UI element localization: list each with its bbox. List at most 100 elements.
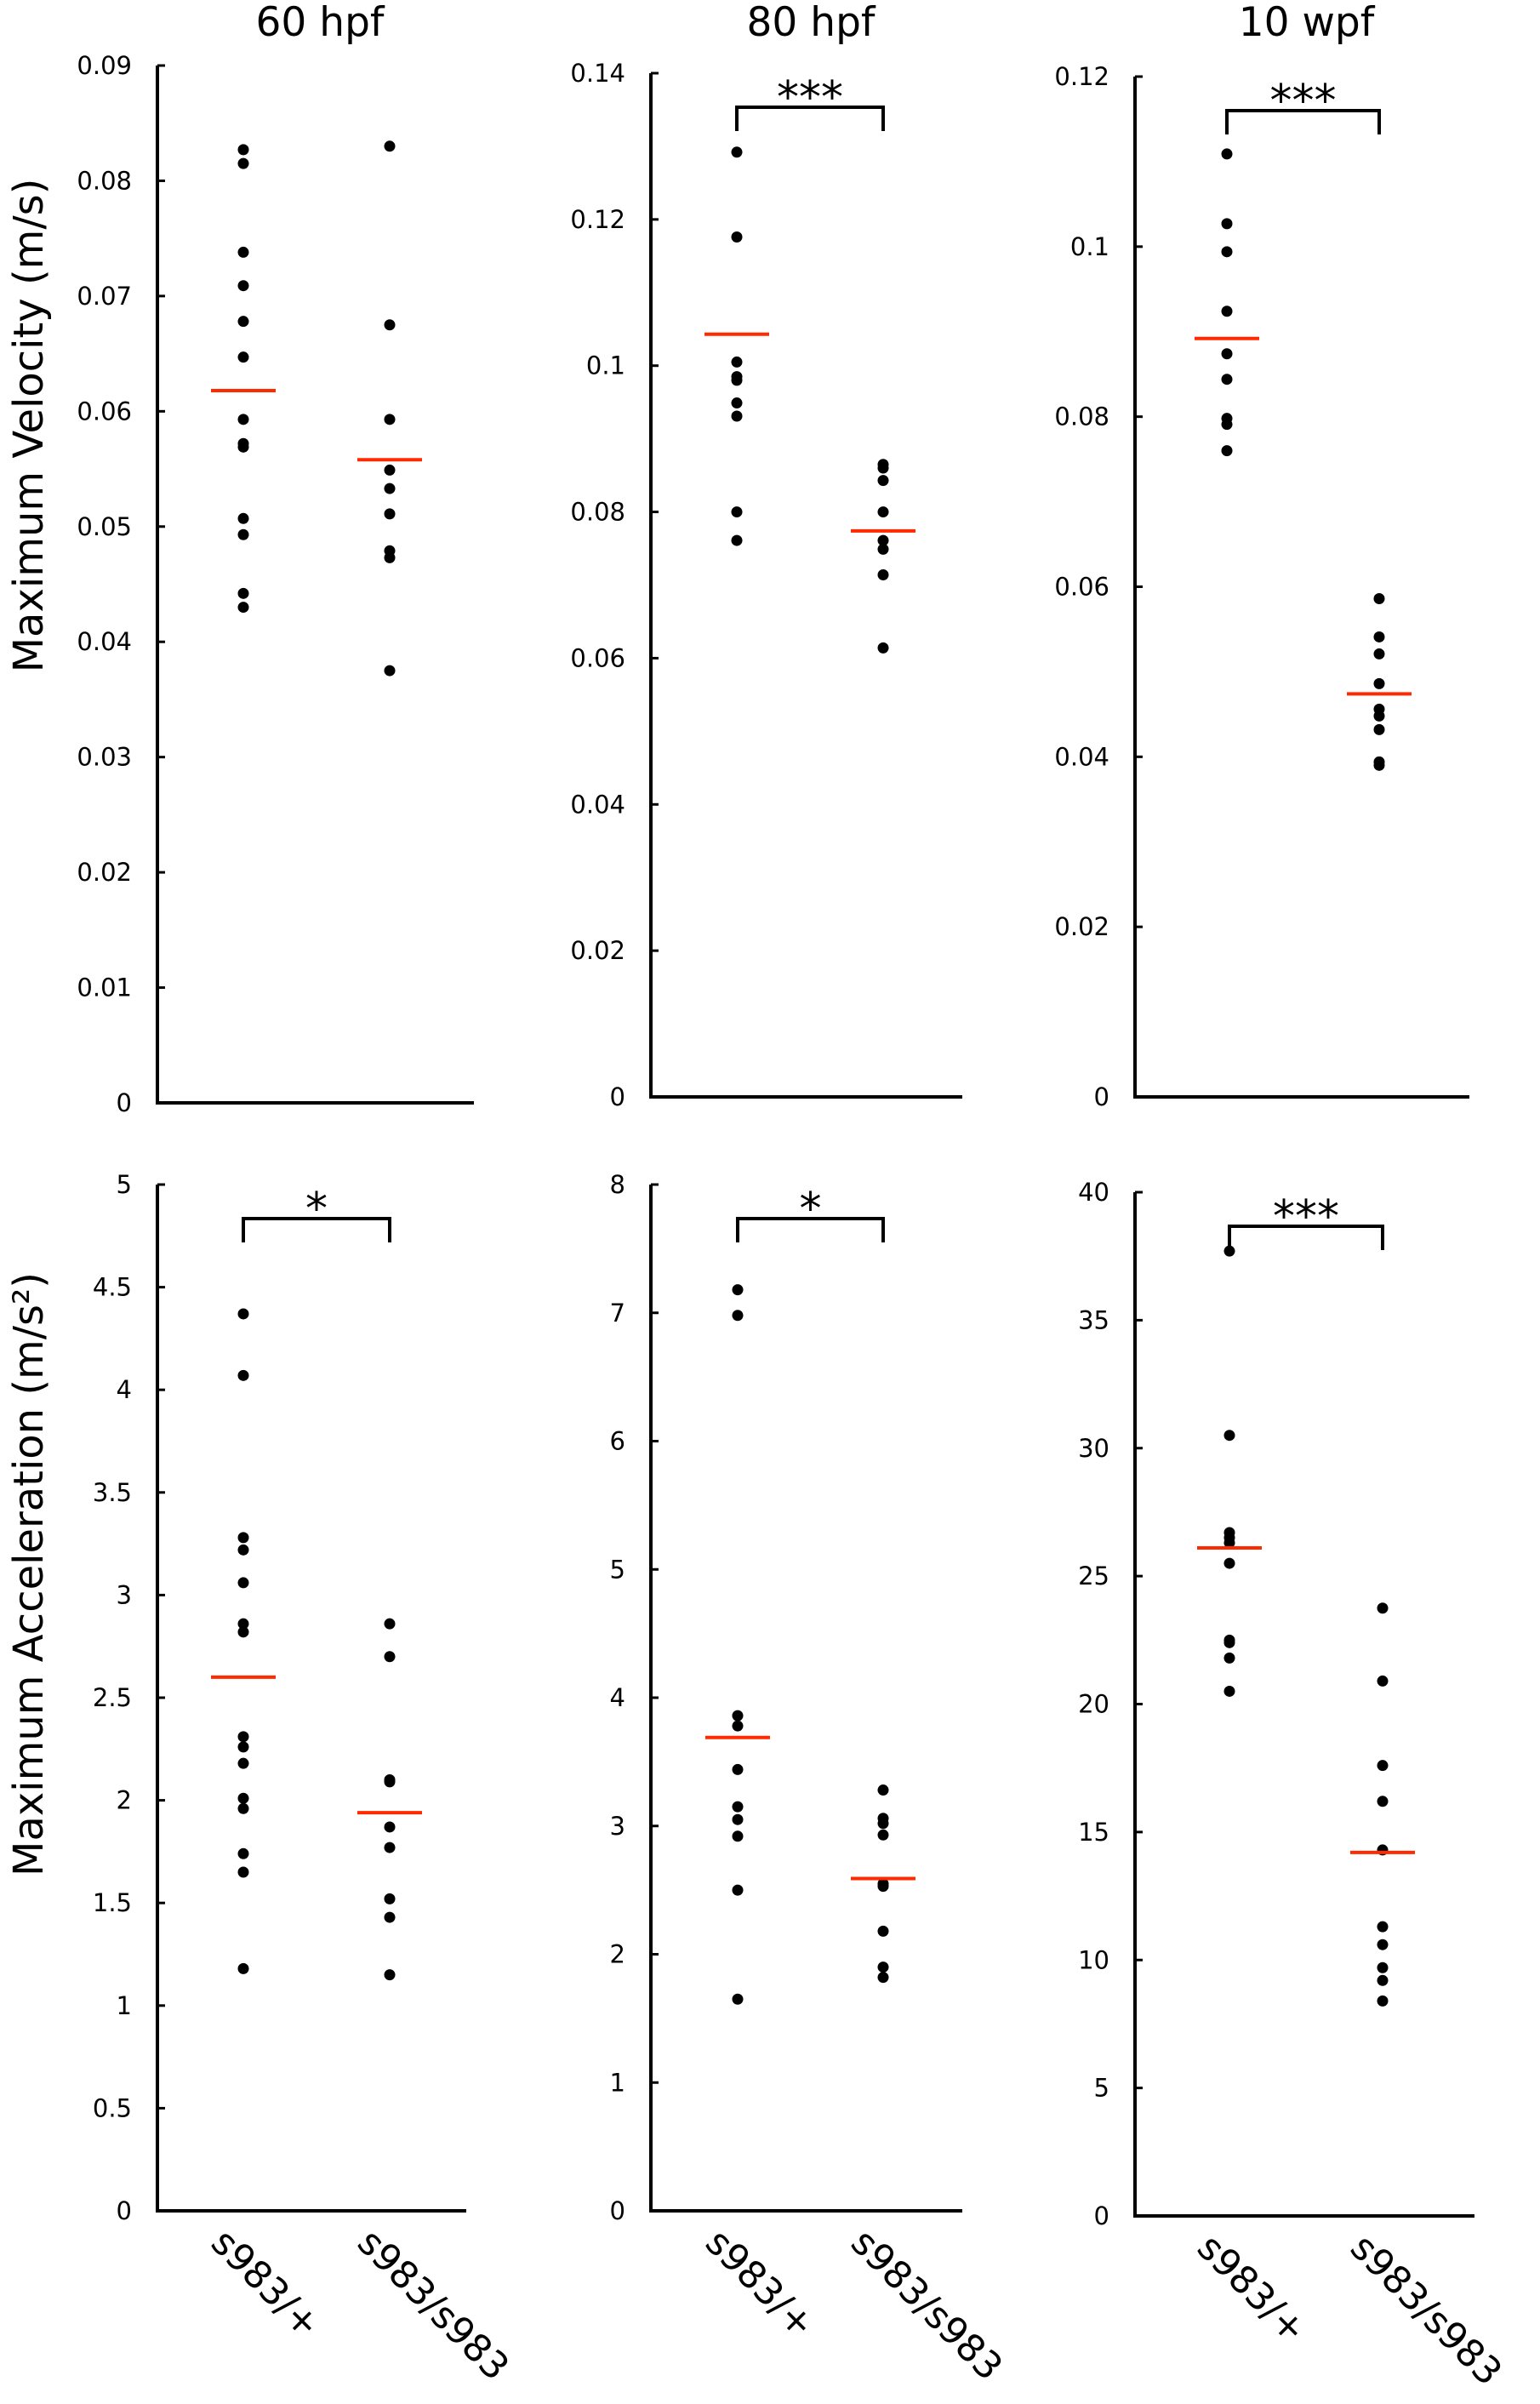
y-tick-label: 7 xyxy=(610,1299,625,1328)
data-point xyxy=(1373,723,1385,735)
data-point xyxy=(731,374,743,386)
data-point xyxy=(877,1972,889,1984)
significance-label: *** xyxy=(1273,1191,1339,1242)
y-tick-label: 0.06 xyxy=(1054,573,1109,602)
y-tick-label: 6 xyxy=(610,1427,625,1456)
data-point xyxy=(1221,348,1233,360)
y-tick-label: 0.02 xyxy=(77,858,132,887)
data-point xyxy=(237,351,249,363)
data-point xyxy=(1377,1602,1389,1614)
data-point xyxy=(1221,305,1233,317)
data-point xyxy=(1373,710,1385,722)
data-point xyxy=(877,534,889,546)
y-tick-label: 0.06 xyxy=(570,643,625,672)
y-tick-label: 0.05 xyxy=(77,512,132,541)
data-point xyxy=(732,1884,744,1896)
data-point xyxy=(731,146,743,158)
data-point xyxy=(877,462,889,474)
y-tick-label: 5 xyxy=(117,1170,132,1199)
y-tick-label: 4 xyxy=(117,1375,132,1404)
y-tick-label: 0.14 xyxy=(570,59,625,88)
x-category-label: s983/s983 xyxy=(1342,2226,1510,2395)
y-tick-label: 1.5 xyxy=(93,1888,132,1917)
data-point xyxy=(237,246,249,258)
y-tick-label: 0.04 xyxy=(1054,742,1109,771)
data-point xyxy=(1377,1974,1389,1986)
y-tick-label: 0 xyxy=(610,2196,625,2225)
data-point xyxy=(1221,148,1233,160)
significance-bracket xyxy=(242,1217,391,1242)
data-point xyxy=(1221,218,1233,230)
data-point xyxy=(384,1842,396,1853)
y-tick-label: 0.02 xyxy=(570,936,625,965)
y-tick-label: 2 xyxy=(117,1786,132,1815)
data-point xyxy=(237,1308,249,1320)
data-point xyxy=(237,144,249,156)
data-point xyxy=(237,1532,249,1544)
y-tick-label: 10 xyxy=(1078,1945,1109,1974)
y-tick-label: 0.08 xyxy=(77,166,132,195)
y-tick-label: 0.06 xyxy=(77,397,132,425)
y-tick-label: 35 xyxy=(1078,1305,1109,1334)
data-point xyxy=(237,1369,249,1381)
chart-panel-5: 0 1 2 3 4 5 6 7 8 * s983/+ s983/s983 xyxy=(610,1170,1011,2389)
y-tick-label: 2.5 xyxy=(93,1683,132,1712)
data-point xyxy=(237,1544,249,1556)
y-tick-label: 3.5 xyxy=(93,1478,132,1507)
data-point xyxy=(732,1710,744,1722)
data-point xyxy=(237,1962,249,1974)
y-tick-label: 1 xyxy=(610,2068,625,2097)
data-point xyxy=(384,140,396,152)
data-point xyxy=(384,551,396,563)
data-point xyxy=(877,1961,889,1973)
y-tick-label: 4.5 xyxy=(93,1273,132,1302)
data-point xyxy=(237,512,249,524)
y-tick-label: 0.1 xyxy=(586,351,625,380)
significance-bracket xyxy=(736,1217,885,1242)
data-point xyxy=(384,1776,396,1788)
data-point xyxy=(384,1911,396,1923)
data-point xyxy=(1377,1796,1389,1807)
data-point xyxy=(877,642,889,654)
data-point xyxy=(877,568,889,580)
data-point xyxy=(384,1893,396,1904)
y-tick-label: 0.04 xyxy=(77,627,132,656)
x-category-label: s983/+ xyxy=(697,2221,823,2347)
y-tick-label: 0.04 xyxy=(570,790,625,819)
data-point xyxy=(1223,1245,1235,1257)
data-point xyxy=(237,441,249,453)
data-point xyxy=(877,1818,889,1830)
y-tick-label: 0.01 xyxy=(77,974,132,1002)
y-tick-label: 0.1 xyxy=(1070,232,1109,261)
data-point xyxy=(1223,1636,1235,1648)
panel-title: 10 wpf xyxy=(1239,0,1376,46)
y-tick-label: 20 xyxy=(1078,1690,1109,1719)
significance-label: * xyxy=(800,1184,822,1235)
data-point xyxy=(237,316,249,328)
data-point xyxy=(1377,1939,1389,1950)
data-point xyxy=(237,1847,249,1859)
y-tick-label: 40 xyxy=(1078,1178,1109,1207)
data-point xyxy=(731,506,743,518)
data-point xyxy=(731,397,743,409)
data-point xyxy=(237,528,249,540)
data-point xyxy=(384,464,396,476)
data-point xyxy=(1223,1537,1235,1549)
y-tick-label: 2 xyxy=(610,1940,625,1969)
data-point xyxy=(384,665,396,677)
data-point xyxy=(1373,648,1385,660)
data-point xyxy=(877,1829,889,1841)
data-point xyxy=(731,356,743,368)
data-point xyxy=(237,587,249,599)
data-point xyxy=(384,508,396,520)
y-tick-label: 0 xyxy=(117,2196,132,2225)
y-tick-label: 0.02 xyxy=(1054,912,1109,941)
row-label-acceleration: Maximum Acceleration (m/s²) xyxy=(5,1272,53,1876)
chart-panel-6: 0 5 10 15 20 25 30 35 40 *** s983/+ s983/s983 xyxy=(1078,1178,1510,2394)
y-tick-label: 1 xyxy=(117,1991,132,2020)
significance-label: *** xyxy=(777,72,843,123)
data-point xyxy=(1377,1961,1389,1973)
y-tick-label: 25 xyxy=(1078,1562,1109,1590)
data-point xyxy=(877,475,889,487)
data-point xyxy=(384,414,396,425)
